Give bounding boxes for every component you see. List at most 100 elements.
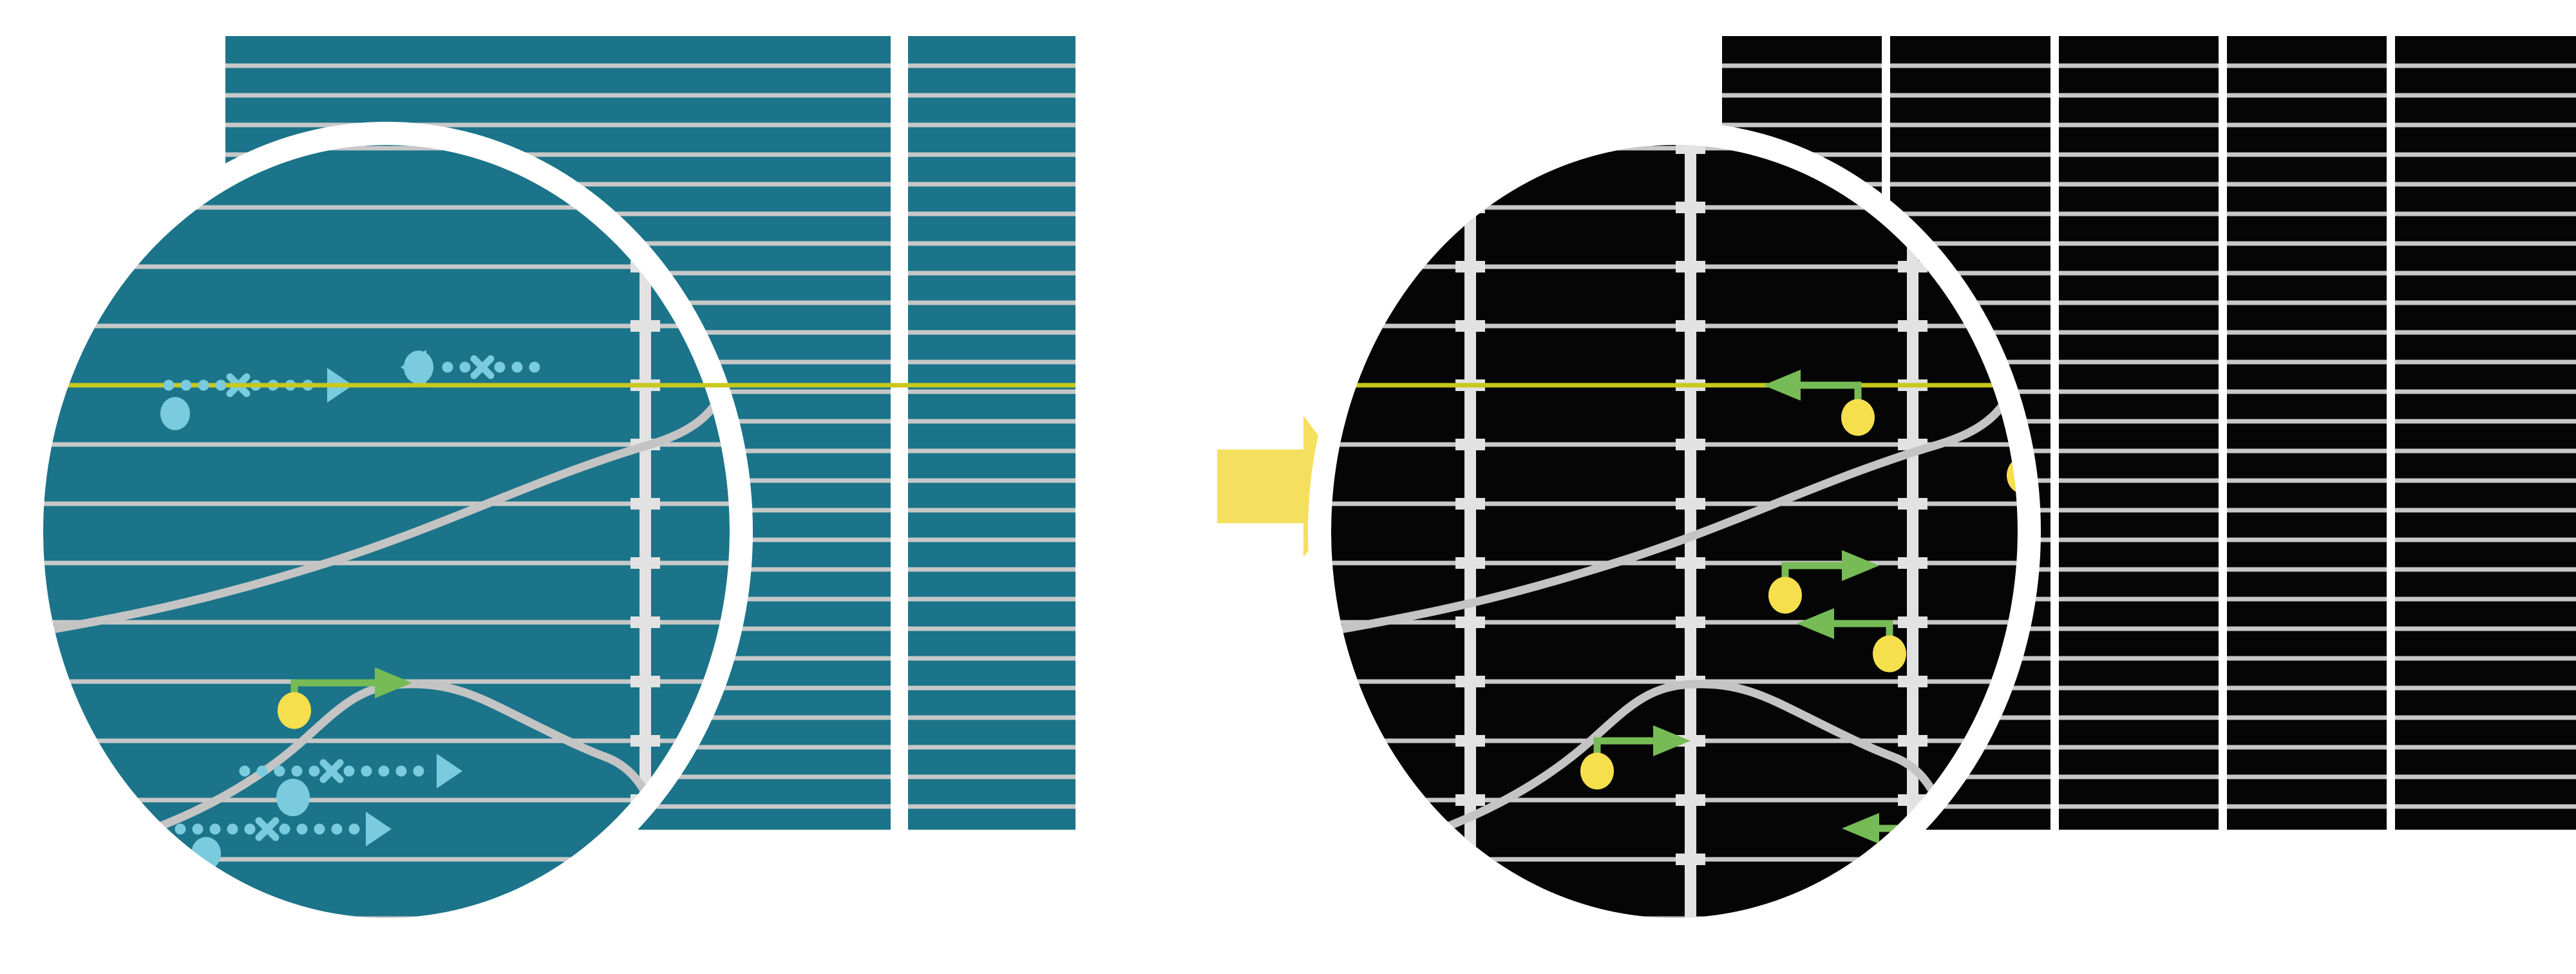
panel-stripe xyxy=(908,685,1075,691)
panel-stripe xyxy=(2059,330,2219,335)
panel-stripe xyxy=(2059,122,2219,128)
marker-dot xyxy=(180,379,192,391)
elbow-arrowhead xyxy=(375,667,412,698)
marker-dot xyxy=(209,823,221,835)
marker-dot xyxy=(331,823,343,835)
panel-stripe xyxy=(2395,774,2576,779)
lens-vgrid-tick xyxy=(1898,320,1927,332)
lens-gridline xyxy=(1331,264,2018,269)
marker-dot xyxy=(163,379,175,391)
panel-stripe xyxy=(1890,122,2050,128)
panel-stripe xyxy=(2227,508,2387,513)
lens-gridline xyxy=(1331,620,2018,625)
lens-vgrid-tick xyxy=(1455,557,1485,569)
marker-dot xyxy=(192,823,204,835)
panel-stripe xyxy=(2059,478,2219,483)
panel-stripe xyxy=(2227,389,2387,394)
panel-stripe xyxy=(2059,448,2219,454)
panel-stripe xyxy=(2059,656,2219,661)
green-elbow-arrow-r3 xyxy=(1768,550,1879,614)
marker-arrowhead xyxy=(437,754,462,788)
panel-stripe xyxy=(2395,389,2576,394)
lens-vgrid-tick xyxy=(1898,676,1927,687)
lens-vgrid-tick xyxy=(1898,616,1927,628)
panel-stripe xyxy=(1722,63,1882,68)
panel-stripe xyxy=(2059,804,2219,809)
lens-gridline xyxy=(1331,797,2018,803)
panel-stripe xyxy=(908,122,1075,128)
panel-stripe xyxy=(225,122,891,128)
lens-vgrid-tick xyxy=(1455,676,1485,687)
panel-stripe xyxy=(2059,211,2219,216)
panel-stripe xyxy=(1890,63,2050,68)
panel-stripe xyxy=(2227,419,2387,424)
lens-gridline xyxy=(43,857,730,862)
panel-stripe xyxy=(2059,182,2219,187)
panel-stripe xyxy=(2395,567,2576,572)
lens-vgrid-tick xyxy=(630,557,660,569)
marker-dot xyxy=(308,765,320,777)
lens-vgrid-tick xyxy=(1676,83,1705,95)
panel-stripe xyxy=(2395,63,2576,68)
marker-x xyxy=(255,817,279,841)
lens-vgrid-tick xyxy=(630,676,660,687)
lens-vgrid-tick xyxy=(630,735,660,747)
lens-gridline xyxy=(1325,28,2024,32)
marker-dot xyxy=(215,379,227,391)
panel-stripe xyxy=(2227,211,2387,216)
green-elbow-arrow-r1 xyxy=(1763,370,1875,436)
panel-stripe xyxy=(908,300,1075,305)
lens-vgridline-1 xyxy=(639,145,651,918)
panel-stripe xyxy=(1890,211,2050,216)
marker-dot xyxy=(378,765,390,777)
panel-stripe xyxy=(2227,271,2387,276)
lens-gridline xyxy=(43,442,730,447)
panel-stripe xyxy=(2059,93,2219,98)
marker-dot xyxy=(343,765,355,777)
panel-stripe xyxy=(908,508,1075,513)
panel-stripe xyxy=(2059,774,2219,779)
panel-stripe xyxy=(1890,152,2050,157)
panel-stripe xyxy=(2227,626,2387,631)
lens-gridline xyxy=(1331,501,2018,506)
panel-stripe xyxy=(2395,478,2576,483)
panel-stripe xyxy=(908,745,1075,750)
panel-stripe xyxy=(2227,537,2387,542)
yellow-data-dot xyxy=(278,692,311,729)
marker-anchor-dot xyxy=(276,778,310,817)
marker-dot xyxy=(459,361,471,373)
panel-stripe xyxy=(2059,508,2219,513)
panel-stripe xyxy=(2059,241,2219,246)
green-elbow-arrow-r4 xyxy=(1797,608,1906,673)
lens-vgrid-tick xyxy=(1455,83,1485,95)
panel-stripe xyxy=(2059,597,2219,602)
panel-stripe xyxy=(908,804,1075,809)
lens-vgrid-tick xyxy=(1898,261,1927,272)
panel-stripe xyxy=(2395,537,2576,542)
lens-vgrid-tick xyxy=(1455,320,1485,332)
marker-dot xyxy=(274,765,285,777)
lens-vgrid-tick xyxy=(1455,794,1485,806)
panel-stripe xyxy=(2395,271,2576,276)
panel-stripe xyxy=(908,63,1075,68)
panel-stripe xyxy=(908,389,1075,394)
panel-stripe xyxy=(2227,330,2387,335)
panel-stripe xyxy=(2395,745,2576,750)
panel-stripe xyxy=(1890,93,2050,98)
lens-contents-before xyxy=(43,145,730,918)
lens-gridline xyxy=(43,916,730,918)
yellow-data-dot xyxy=(1768,577,1802,614)
panel-stripe xyxy=(2059,271,2219,276)
panel-stripe xyxy=(2227,63,2387,68)
panel-stripe xyxy=(2227,597,2387,602)
panel-stripe xyxy=(2227,685,2387,691)
panel-stripe xyxy=(2227,715,2387,720)
lens-vgrid-tick xyxy=(2120,854,2150,865)
lens-vgrid-tick xyxy=(1898,498,1927,510)
panel-stripe xyxy=(2395,330,2576,335)
panel-stripe xyxy=(908,182,1075,187)
marker-dot xyxy=(395,765,407,777)
lens-gridline xyxy=(1331,560,2018,566)
elbow-arrowhead xyxy=(1842,550,1879,581)
lens-vgridline-1 xyxy=(1464,145,1476,918)
